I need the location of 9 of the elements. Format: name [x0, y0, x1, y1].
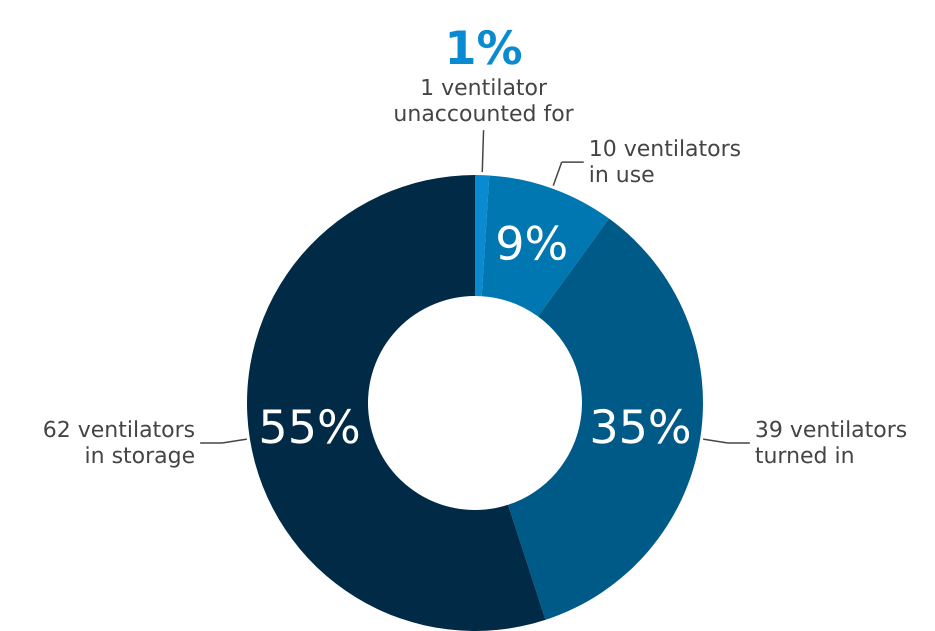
slice-label: 1 ventilator unaccounted for: [393, 76, 575, 128]
data-label: 9%: [495, 216, 568, 270]
slice-label: 10 ventilators in use: [588, 137, 742, 188]
data-label: 55%: [258, 400, 361, 454]
slice-label: 62 ventilators in storage: [42, 418, 196, 470]
data-label: 35%: [589, 400, 692, 454]
data-label: 1%: [444, 21, 523, 76]
slice-label: 39 ventilators turned in: [754, 418, 908, 470]
donut-slice: [475, 175, 490, 296]
